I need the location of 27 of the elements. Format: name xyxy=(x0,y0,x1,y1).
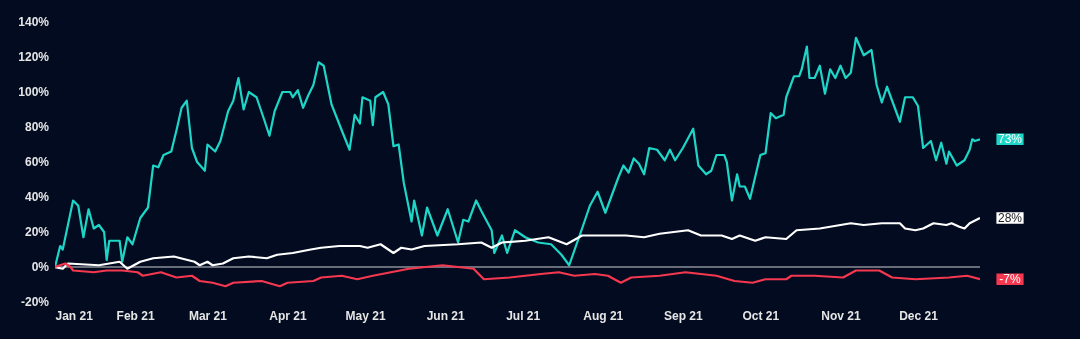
y-tick-label: 60% xyxy=(24,155,50,169)
data-label: -7% xyxy=(999,272,1021,287)
x-tick-label: Nov 21 xyxy=(821,308,861,323)
x-tick-label: Jul 21 xyxy=(506,308,541,323)
x-tick-label: Feb 21 xyxy=(116,308,155,323)
y-tick-label: 120% xyxy=(18,50,50,64)
y-tick-label: 100% xyxy=(18,85,50,99)
x-tick-label: Dec 21 xyxy=(899,308,939,323)
x-tick-label: Aug 21 xyxy=(583,308,624,323)
data-label: 73% xyxy=(997,132,1023,147)
x-tick-label: May 21 xyxy=(345,308,386,323)
x-tick-label: Jan 21 xyxy=(55,308,94,323)
x-tick-label: Apr 21 xyxy=(269,308,308,323)
x-tick-label: Mar 21 xyxy=(188,308,228,323)
y-tick-label: 0% xyxy=(31,260,50,274)
line-series xyxy=(55,36,980,269)
y-tick-label: 20% xyxy=(24,225,50,239)
line-series xyxy=(55,262,980,288)
y-tick-label: 80% xyxy=(24,120,50,134)
line-series xyxy=(55,216,980,270)
y-tick-label: 140% xyxy=(18,15,50,29)
y-tick-label: -20% xyxy=(20,295,50,309)
y-tick-label: 40% xyxy=(24,190,50,204)
x-tick-label: Sep 21 xyxy=(664,308,704,323)
x-tick-label: Oct 21 xyxy=(742,308,780,323)
data-label: 28% xyxy=(997,211,1023,225)
x-tick-label: Jun 21 xyxy=(426,308,465,323)
